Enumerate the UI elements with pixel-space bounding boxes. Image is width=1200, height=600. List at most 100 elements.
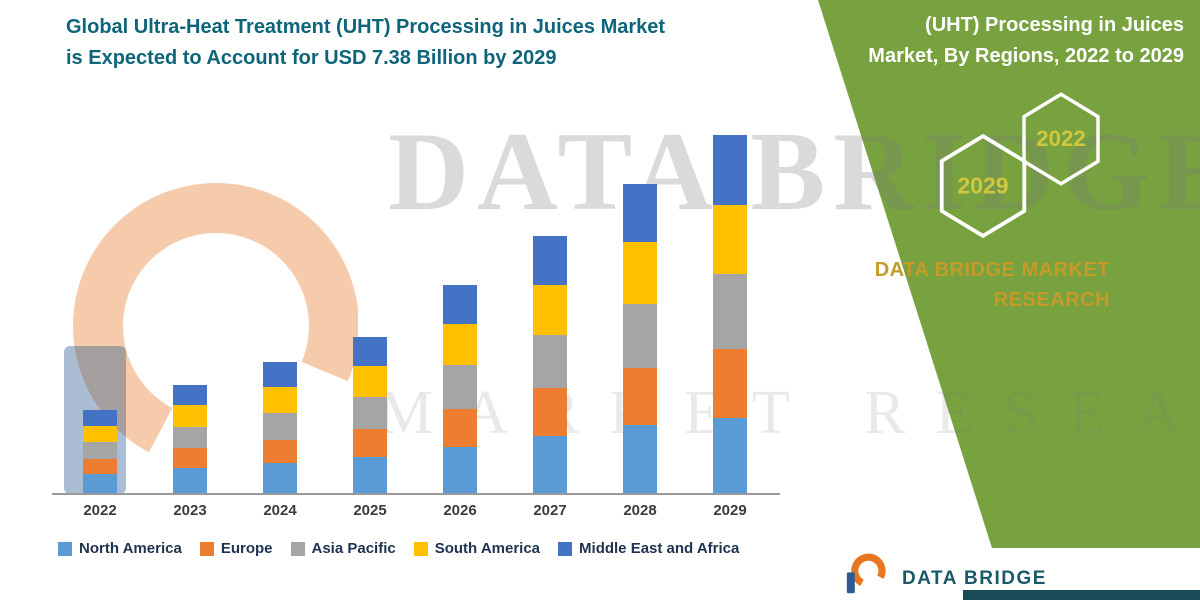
bar-segment-europe: [623, 367, 657, 426]
stacked-bar-2024: [263, 362, 297, 493]
bar-segment-north-america: [623, 425, 657, 493]
x-tick-label: 2026: [443, 502, 477, 519]
page-title: Global Ultra-Heat Treatment (UHT) Proces…: [66, 12, 746, 74]
bar-segment-north-america: [263, 462, 297, 493]
bar-segment-north-america: [353, 457, 387, 493]
stacked-bar-2022: [83, 410, 117, 493]
bar-segment-middle-east-and-africa: [263, 362, 297, 387]
legend-swatch: [413, 541, 428, 556]
legend-item-south-america: South America: [413, 540, 541, 557]
bar-column-2024: [235, 120, 325, 493]
x-tick-label: 2028: [623, 502, 657, 519]
bar-segment-south-america: [533, 284, 567, 335]
legend-swatch: [58, 541, 72, 556]
stacked-bar-2025: [353, 336, 387, 493]
footer-logo-icon: [846, 553, 886, 594]
bar-segment-middle-east-and-africa: [83, 410, 117, 426]
x-axis-line: [52, 493, 780, 495]
bar-segment-south-america: [443, 324, 477, 366]
watermark-text-line1: DATA BRIDGE: [388, 110, 1200, 234]
bar-segment-europe: [443, 409, 477, 447]
bar-column-2026: [415, 120, 505, 493]
bar-segment-europe: [533, 388, 567, 436]
legend-label: Europe: [220, 540, 273, 557]
bar-segment-asia-pacific: [353, 396, 387, 430]
stacked-bar-2023: [173, 384, 207, 493]
legend-label: Middle East and Africa: [579, 540, 740, 557]
page-title-line1: Global Ultra-Heat Treatment (UHT) Proces…: [66, 16, 666, 38]
logo-swoosh-orange: [72, 182, 358, 469]
x-tick-label: 2025: [353, 502, 387, 519]
bar-segment-asia-pacific: [83, 442, 117, 460]
stacked-bar-2027: [533, 236, 567, 493]
bar-segment-asia-pacific: [443, 365, 477, 410]
hexagon-year-right: 2022: [1036, 126, 1086, 151]
bar-segment-middle-east-and-africa: [173, 384, 207, 406]
bar-column-2022: [55, 120, 145, 493]
bar-segment-europe: [263, 439, 297, 463]
hexagon-2029: 2029: [939, 133, 1027, 239]
bar-column-2025: [325, 120, 415, 493]
brand-line2: RESEARCH: [993, 289, 1110, 311]
footer-logo-bar-blue: [846, 572, 855, 594]
bar-segment-north-america: [83, 473, 117, 493]
bar-segment-north-america: [173, 467, 207, 493]
bar-segment-asia-pacific: [263, 412, 297, 440]
x-tick-label: 2023: [173, 502, 207, 519]
brand-line1: DATA BRIDGE MARKET: [874, 259, 1110, 281]
bar-segment-europe: [173, 448, 207, 468]
bar-segment-middle-east-and-africa: [713, 134, 747, 205]
bar-segment-north-america: [533, 435, 567, 493]
bar-segment-north-america: [443, 446, 477, 493]
bar-segment-europe: [83, 459, 117, 474]
footer-brand-bar: [963, 590, 1200, 600]
legend-label: South America: [434, 540, 541, 557]
bar-segment-south-america: [83, 425, 117, 443]
bar-segment-south-america: [713, 204, 747, 274]
bar-segment-europe: [713, 348, 747, 418]
stacked-bar-2029: [713, 134, 747, 493]
x-tick-label: 2022: [83, 502, 117, 519]
hexagon-outline: [1022, 92, 1100, 186]
page-title-line2: is Expected to Account for USD 7.38 Bill…: [66, 47, 557, 69]
side-panel-heading: (UHT) Processing in Juices Market, By Re…: [868, 14, 1184, 67]
chart-legend: North America Europe Asia Pacific South Ame…: [58, 540, 739, 557]
x-axis-ticks: 2022 2023 2024 2025 2026 2027 2028 2029: [55, 502, 775, 519]
legend-item-north-america: North America: [58, 540, 182, 557]
bar-segment-north-america: [713, 417, 747, 493]
legend-swatch: [199, 541, 214, 556]
stacked-bar-2028: [623, 184, 657, 493]
bar-segment-middle-east-and-africa: [623, 184, 657, 243]
bar-column-2027: [505, 120, 595, 493]
watermark-text-line2: MARKET RESEARCH: [378, 379, 1200, 447]
bar-segment-middle-east-and-africa: [533, 236, 567, 285]
hexagon-year-left: 2029: [957, 173, 1008, 199]
legend-swatch: [290, 541, 305, 556]
footer-logo-swoosh-orange: [851, 553, 886, 588]
legend-item-middle-east-and-africa: Middle East and Africa: [558, 540, 739, 557]
legend-swatch: [558, 541, 573, 556]
hexagon-2022: 2022: [1022, 92, 1100, 186]
legend-item-asia-pacific: Asia Pacific: [290, 540, 396, 557]
legend-label: Asia Pacific: [311, 540, 396, 557]
stacked-bar-2026: [443, 284, 477, 493]
bar-segment-asia-pacific: [173, 426, 207, 449]
bar-segment-south-america: [263, 386, 297, 413]
bar-column-2028: [595, 120, 685, 493]
x-tick-label: 2029: [713, 502, 747, 519]
x-tick-label: 2027: [533, 502, 567, 519]
bar-segment-asia-pacific: [533, 334, 567, 389]
footer-brand: DATA BRIDGE: [840, 550, 1200, 600]
legend-label: North America: [79, 540, 182, 557]
bar-segment-asia-pacific: [713, 273, 747, 349]
bar-segment-middle-east-and-africa: [443, 284, 477, 325]
footer-brand-name: DATA BRIDGE: [902, 568, 1047, 589]
bar-column-2029: [685, 120, 775, 493]
x-tick-label: 2024: [263, 502, 297, 519]
bar-segment-south-america: [623, 242, 657, 304]
bar-segment-south-america: [173, 405, 207, 427]
chart-plot: [55, 120, 775, 493]
side-panel-brand: DATA BRIDGE MARKET RESEARCH: [810, 255, 1110, 315]
bar-segment-middle-east-and-africa: [353, 336, 387, 366]
